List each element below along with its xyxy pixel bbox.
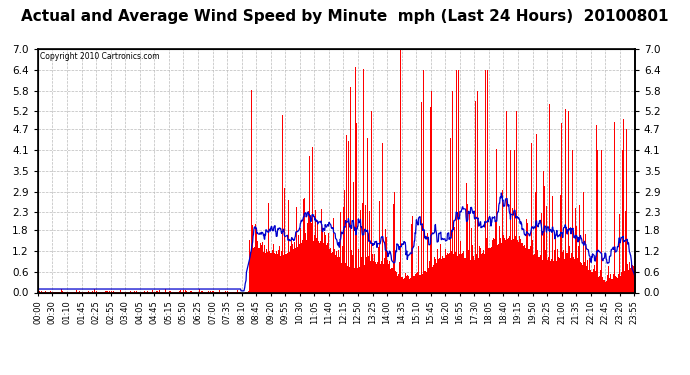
Text: Actual and Average Wind Speed by Minute  mph (Last 24 Hours)  20100801: Actual and Average Wind Speed by Minute … <box>21 9 669 24</box>
Text: Copyright 2010 Cartronics.com: Copyright 2010 Cartronics.com <box>40 53 159 62</box>
